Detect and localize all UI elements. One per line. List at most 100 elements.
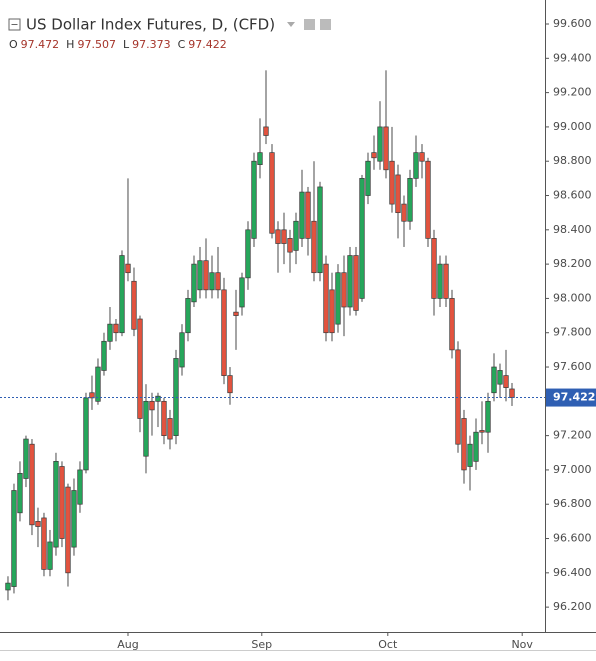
candle-body xyxy=(383,126,389,171)
y-tick-label: 99.000 xyxy=(553,120,592,133)
candle-body xyxy=(275,229,281,244)
candle-body xyxy=(65,486,71,574)
candle-body xyxy=(59,466,65,539)
ohlc-label: C xyxy=(178,38,186,51)
eye-button[interactable] xyxy=(304,19,315,30)
candle-body xyxy=(215,272,221,291)
y-tick-label: 96.200 xyxy=(553,600,592,613)
y-tick-label: 98.000 xyxy=(553,291,592,304)
candle-body xyxy=(41,517,47,570)
candle-body xyxy=(437,263,443,299)
ohlc-label: L xyxy=(123,38,130,51)
candle-body xyxy=(311,220,317,274)
candle-body xyxy=(143,400,149,457)
candle-body xyxy=(431,238,437,299)
candle-body xyxy=(293,220,299,251)
y-tick-label: 96.600 xyxy=(553,532,592,545)
ohlc-label: H xyxy=(66,38,74,51)
candle-body xyxy=(269,152,275,234)
candle-body xyxy=(155,395,161,402)
candle-body xyxy=(173,358,179,436)
candle-body xyxy=(125,263,131,274)
y-tick-label: 96.800 xyxy=(553,497,592,510)
candle-body xyxy=(227,375,233,394)
candle-body xyxy=(299,191,305,239)
candle-body xyxy=(395,174,401,214)
candle-body xyxy=(131,280,137,330)
candle-body xyxy=(77,469,83,505)
candle-body xyxy=(161,400,167,436)
candle-body xyxy=(467,443,473,467)
candle-body xyxy=(341,272,347,308)
candle-body xyxy=(359,178,365,299)
candle-body xyxy=(353,255,359,311)
candle-body xyxy=(401,203,407,222)
candle-body xyxy=(11,490,17,587)
dropdown-arrow[interactable] xyxy=(287,22,295,27)
candle-body xyxy=(17,473,23,514)
candle-body xyxy=(425,160,431,239)
candle-body xyxy=(35,521,41,527)
candle-body xyxy=(197,260,203,291)
candle-body xyxy=(317,186,323,274)
candle-body xyxy=(365,160,371,196)
x-tick-label: Nov xyxy=(511,638,533,651)
candle-body xyxy=(443,263,449,299)
candle-body xyxy=(29,443,35,526)
candle-body xyxy=(233,311,239,316)
x-tick-label: Aug xyxy=(117,638,138,651)
y-tick-label: 98.800 xyxy=(553,154,592,167)
y-tick-label: 98.200 xyxy=(553,257,592,270)
candle-body xyxy=(509,388,515,398)
candle-body xyxy=(185,298,191,334)
candle-body xyxy=(239,277,245,308)
y-tick-label: 97.800 xyxy=(553,326,592,339)
candle-body xyxy=(107,323,113,342)
ohlc-value: 97.373 xyxy=(132,38,171,51)
y-tick-label: 96.400 xyxy=(553,566,592,579)
candle-body xyxy=(305,191,311,239)
candle-body xyxy=(245,229,251,279)
y-tick-label: 99.400 xyxy=(553,51,592,64)
candle-body xyxy=(221,289,227,376)
candle-body xyxy=(329,289,335,334)
candle-body xyxy=(119,255,125,334)
candle-body xyxy=(203,260,209,291)
ohlc-label: O xyxy=(9,38,18,51)
candle-body xyxy=(473,431,479,462)
candle-body xyxy=(23,438,29,479)
candle-body xyxy=(479,430,485,433)
candle-body xyxy=(407,178,413,222)
candle-body xyxy=(5,582,11,591)
candle-body xyxy=(335,272,341,325)
candle-body xyxy=(281,229,287,244)
ohlc-header: O 97.472 H 97.507 L 97.373 C 97.422 xyxy=(9,38,227,51)
settings-button[interactable] xyxy=(320,19,331,30)
y-tick-label: 98.400 xyxy=(553,223,592,236)
candle-body xyxy=(323,263,329,334)
candle-body xyxy=(113,323,119,334)
candle-body xyxy=(137,318,143,419)
y-tick-label: 99.200 xyxy=(553,86,592,99)
candle-body xyxy=(251,160,257,239)
candle-body xyxy=(167,418,173,440)
candle-body xyxy=(149,400,155,411)
candle-body xyxy=(377,126,383,162)
candle-body xyxy=(485,400,491,433)
candle-body xyxy=(371,152,377,159)
y-tick-label: 97.200 xyxy=(553,429,592,442)
candle-body xyxy=(497,370,503,385)
candle-body xyxy=(413,152,419,179)
candle-body xyxy=(179,332,185,368)
chart-title: US Dollar Index Futures, D, (CFD) xyxy=(26,16,275,34)
candle-body xyxy=(191,263,197,303)
x-tick-label: Oct xyxy=(378,638,398,651)
y-tick-label: 98.600 xyxy=(553,189,592,202)
candle-body xyxy=(389,160,395,205)
candle-body xyxy=(287,238,293,253)
candle-body xyxy=(53,461,59,548)
y-tick-label: 97.000 xyxy=(553,463,592,476)
candle-body xyxy=(455,349,461,445)
